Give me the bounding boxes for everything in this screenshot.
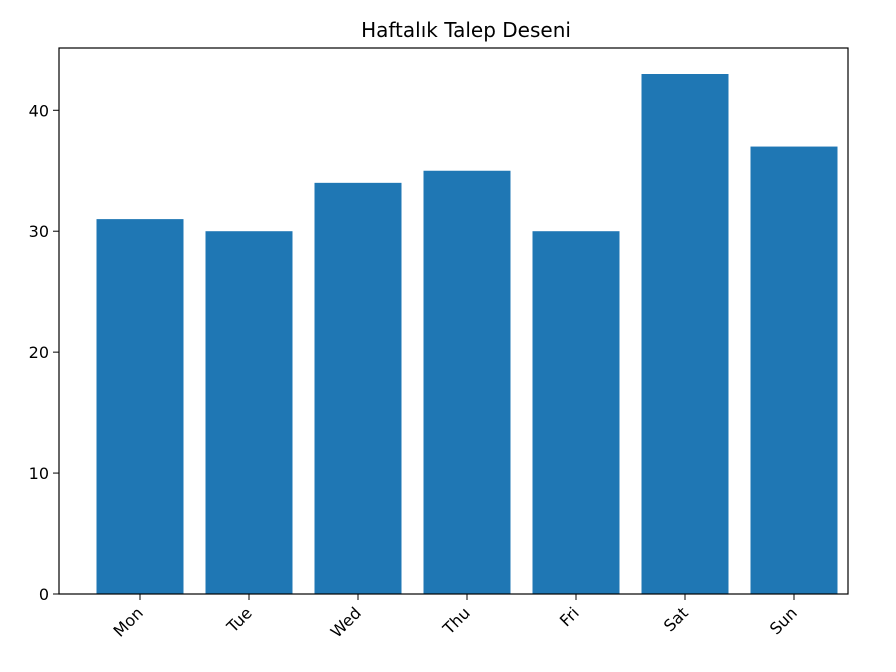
x-tick-label: Sun (766, 603, 801, 638)
y-tick-label: 20 (29, 343, 49, 362)
x-tick-label: Fri (556, 603, 583, 630)
x-tick-label: Wed (327, 603, 365, 641)
y-tick-label: 0 (39, 585, 49, 604)
bar-fri (532, 231, 620, 595)
x-tick-label: Thu (438, 603, 473, 638)
bar-thu (423, 170, 511, 594)
bar-tue (205, 231, 293, 595)
bar-sat (641, 74, 729, 594)
y-tick-label: 40 (29, 101, 49, 120)
x-tick-label: Tue (222, 603, 255, 636)
plot-frame (58, 47, 849, 595)
bar-sun (750, 146, 838, 594)
bar-mon (96, 219, 184, 594)
x-tick-label: Mon (110, 603, 147, 640)
x-axis: Mon Tue Wed Thu Fri Sat Sun (110, 594, 801, 641)
x-tick-label: Sat (660, 603, 692, 635)
bars-group (96, 74, 838, 595)
chart-title: Haftalık Talep Deseni (361, 18, 571, 42)
y-tick-label: 30 (29, 222, 49, 241)
y-tick-label: 10 (29, 464, 49, 483)
y-axis: 0 10 20 30 40 (29, 101, 59, 604)
bar-wed (314, 182, 402, 594)
